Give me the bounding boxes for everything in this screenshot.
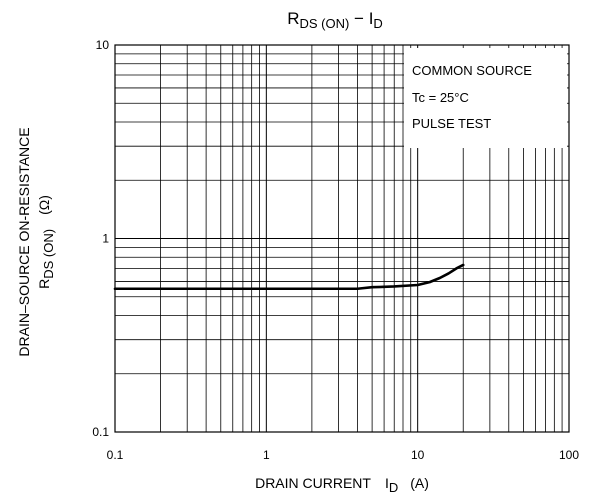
y-axis-label: DRAIN–SOURCE ON-RESISTANCE xyxy=(16,127,32,356)
x-axis-title: DRAIN CURRENT ID (A) xyxy=(255,475,429,495)
x-axis-symbol: I xyxy=(385,475,389,491)
title-variable: I xyxy=(369,9,374,28)
y-tick-label: 0.1 xyxy=(92,425,109,439)
legend-line-3: PULSE TEST xyxy=(412,116,491,131)
legend: COMMON SOURCE Tc = 25°C PULSE TEST xyxy=(404,48,567,148)
series-line xyxy=(113,263,465,291)
y-axis-title: DRAIN–SOURCE ON-RESISTANCE RDS (ON) (Ω) xyxy=(16,127,56,356)
data-series xyxy=(113,263,465,291)
x-axis-label: DRAIN CURRENT xyxy=(255,475,371,491)
plot-frame xyxy=(114,44,570,433)
chart-title: RDS (ON) − ID xyxy=(287,9,383,31)
y-axis-unit: (Ω) xyxy=(36,195,52,215)
title-variable-subscript: D xyxy=(373,16,382,31)
y-tick-label: 10 xyxy=(96,38,110,52)
legend-box xyxy=(404,48,567,148)
title-main-subscript: DS (ON) xyxy=(299,16,349,31)
y-axis-symbol-subscript: DS (ON) xyxy=(41,229,56,279)
x-tick-label: 0.1 xyxy=(107,448,124,462)
x-axis-unit: (A) xyxy=(410,475,429,491)
x-tick-labels: 0.1 1 10 100 xyxy=(107,448,580,462)
legend-line-1: COMMON SOURCE xyxy=(412,63,532,78)
legend-line-2: Tc = 25°C xyxy=(412,90,469,105)
y-axis-symbol-line: RDS (ON) (Ω) xyxy=(36,195,56,289)
y-tick-labels: 0.1 1 10 xyxy=(92,38,109,439)
x-axis-symbol-subscript: D xyxy=(389,480,398,495)
x-tick-label: 100 xyxy=(559,448,579,462)
title-main: R xyxy=(287,9,299,28)
y-axis-symbol: R xyxy=(36,279,52,289)
title-separator: − xyxy=(349,9,368,28)
y-tick-label: 1 xyxy=(102,232,109,246)
x-tick-label: 1 xyxy=(263,448,270,462)
x-tick-label: 10 xyxy=(411,448,425,462)
